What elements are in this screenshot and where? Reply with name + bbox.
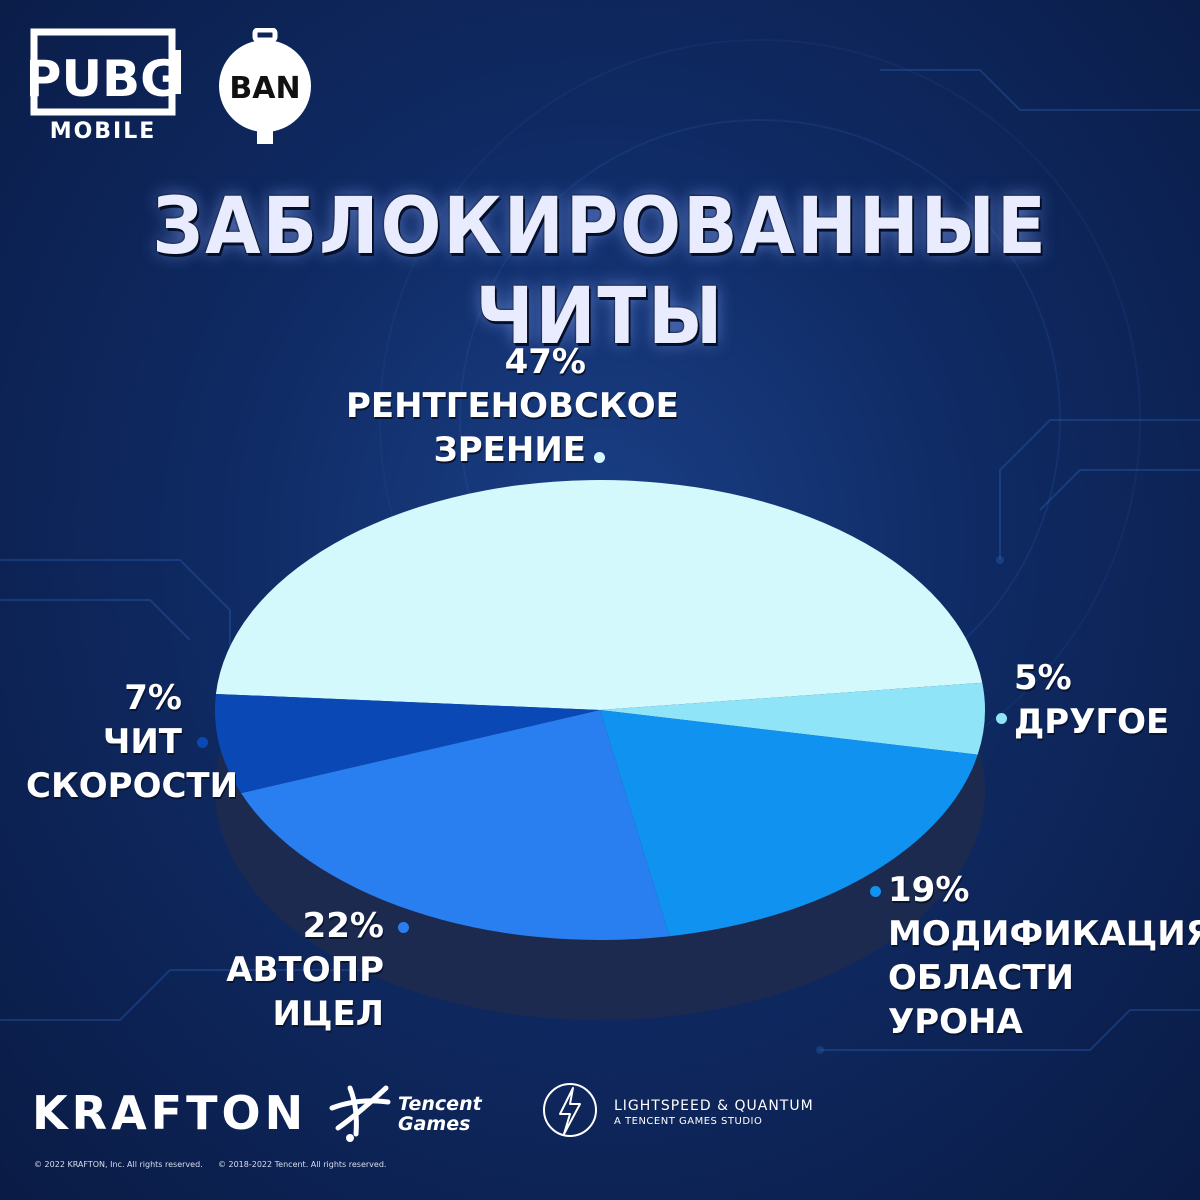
tencent-logo-line2: Games: [398, 1113, 471, 1135]
label-damage-name-line1: МОДИФИКАЦИЯ: [888, 914, 1200, 954]
copyright-notice: © 2022 KRAFTON, Inc. All rights reserved…: [34, 1160, 386, 1169]
pie-slice-speed: [215, 693, 601, 794]
label-xray-name-line2: ЗРЕНИЕ: [433, 430, 586, 470]
pie-slice-other: [600, 682, 985, 755]
copyright-krafton: © 2022 KRAFTON, Inc. All rights reserved…: [34, 1160, 203, 1169]
ban-logo-text: BAN: [229, 71, 300, 106]
label-aim: 22% АВТОПР ИЦЕЛ: [184, 904, 384, 1036]
label-damage-percent: 19%: [888, 870, 970, 910]
lightspeed-quantum-logo-mark: [543, 1083, 597, 1137]
lightspeed-logo-subtitle: A TENCENT GAMES STUDIO: [614, 1116, 763, 1127]
tencent-logo-line1: Tencent: [398, 1093, 482, 1115]
label-other-name: ДРУГОЕ: [1014, 702, 1170, 742]
lightspeed-logo-title: LIGHTSPEED & QUANTUM: [614, 1098, 814, 1114]
ban-pan-logo: BAN: [219, 28, 311, 144]
pie-slice-xray: [215, 480, 983, 710]
label-xray: 47% РЕНТГЕНОВСКОЕ ЗРЕНИЕ: [346, 340, 679, 472]
label-speed-dot: [197, 737, 208, 748]
pie-slice-aim: [241, 710, 670, 940]
label-xray-name-line1: РЕНТГЕНОВСКОЕ: [346, 386, 679, 426]
label-aim-percent: 22%: [302, 906, 384, 946]
pie-slice-damage: [600, 710, 978, 937]
label-speed: 7% ЧИТ СКОРОСТИ: [26, 676, 239, 808]
chart-title: ЗАБЛОКИРОВАННЫЕ ЧИТЫ: [152, 182, 1048, 362]
tencent-games-logo-text: Tencent Games: [398, 1094, 482, 1134]
label-damage: 19% МОДИФИКАЦИЯ ОБЛАСТИ УРОНА: [888, 868, 1200, 1044]
label-speed-percent: 7%: [124, 678, 182, 718]
label-aim-dot: [398, 922, 409, 933]
label-speed-name-line1: ЧИТ: [102, 722, 182, 762]
tencent-games-logo-mark: [329, 1085, 391, 1142]
label-damage-dot: [870, 886, 881, 897]
krafton-logo: KRAFTON: [32, 1086, 308, 1140]
copyright-tencent: © 2018-2022 Tencent. All rights reserved…: [217, 1160, 387, 1169]
label-xray-dot: [594, 452, 605, 463]
label-speed-name-line2: СКОРОСТИ: [26, 766, 239, 806]
label-other: 5% ДРУГОЕ: [1014, 656, 1169, 744]
lightspeed-quantum-logo-text: LIGHTSPEED & QUANTUM A TENCENT GAMES STU…: [614, 1098, 814, 1127]
label-other-dot: [996, 713, 1007, 724]
label-other-percent: 5%: [1014, 658, 1072, 698]
label-aim-name: АВТОПР ИЦЕЛ: [226, 950, 384, 1034]
pubg-logo-subtext: MOBILE: [50, 119, 157, 144]
label-xray-percent: 47%: [504, 342, 586, 382]
label-damage-name-line2: ОБЛАСТИ УРОНА: [888, 958, 1074, 1042]
pubg-mobile-logo: PUBG MOBILE: [30, 28, 181, 144]
pubg-logo-text: PUBG: [30, 50, 181, 108]
